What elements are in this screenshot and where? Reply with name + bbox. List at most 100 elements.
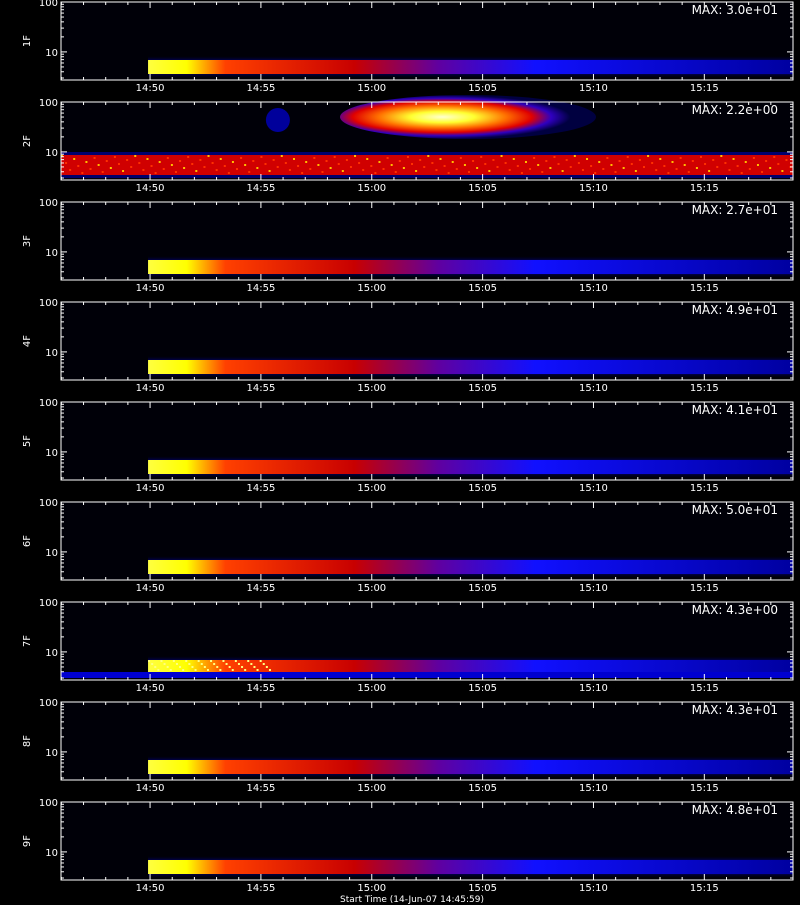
noise-speckle xyxy=(748,168,751,170)
speckle xyxy=(228,666,231,668)
speckle xyxy=(157,669,160,671)
speckle xyxy=(151,663,154,665)
x-tick-label: 15:10 xyxy=(579,383,608,394)
noise-speckle xyxy=(187,156,190,158)
panel-label: 2F xyxy=(22,135,33,147)
noise-speckle xyxy=(439,158,442,160)
noise-speckle xyxy=(122,170,125,172)
emission-band xyxy=(148,760,793,774)
noise-speckle xyxy=(227,172,230,174)
panel-9f: 10 100 14:50 14:55 15:00 15:05 15:10 15:15 9F MAX… xyxy=(22,798,794,894)
panel-label: 3F xyxy=(22,235,33,247)
emission-band xyxy=(148,560,793,574)
x-tick-label: 15:05 xyxy=(468,883,497,894)
plot-frame xyxy=(60,701,794,781)
emission-band xyxy=(148,60,793,74)
noise-speckle xyxy=(606,157,609,159)
plot-frame xyxy=(60,301,794,381)
noise-speckle xyxy=(292,158,295,160)
noise-speckle xyxy=(577,162,580,164)
faint-blob xyxy=(265,108,290,132)
speckle xyxy=(256,669,259,671)
x-tick-label: 14:55 xyxy=(246,283,275,294)
noise-speckle xyxy=(366,158,369,160)
y-tick-label: 10 xyxy=(45,748,58,759)
x-tick-label: 14:55 xyxy=(246,383,275,394)
panel-label: 5F xyxy=(22,435,33,447)
speckle xyxy=(206,669,209,671)
x-tick-label: 15:00 xyxy=(357,883,386,894)
x-tick-label: 15:15 xyxy=(690,83,719,94)
noise-speckle xyxy=(223,165,226,167)
noise-speckle xyxy=(301,172,304,174)
x-tick-label: 14:55 xyxy=(246,183,275,194)
noise-speckle xyxy=(341,170,344,172)
noise-speckle xyxy=(130,166,133,168)
y-tick-label: 100 xyxy=(39,98,58,109)
noise-speckle xyxy=(211,162,214,164)
y-tick-label: 10 xyxy=(45,348,58,359)
noise-speckle xyxy=(590,165,593,167)
noise-speckle xyxy=(476,167,479,169)
x-tick-label: 14:55 xyxy=(246,883,275,894)
speckle xyxy=(216,666,219,668)
noise-speckle xyxy=(207,155,210,157)
noise-speckle xyxy=(712,159,715,161)
noise-speckle xyxy=(667,172,670,174)
noise-speckle xyxy=(65,162,68,164)
noise-speckle xyxy=(553,156,556,158)
noise-speckle xyxy=(179,160,182,162)
noise-speckle xyxy=(732,158,735,160)
x-axis-title: Start Time (14-Jun-07 14:45:59) xyxy=(340,895,484,905)
y-tick-label: 100 xyxy=(39,798,58,809)
speckle xyxy=(219,669,222,671)
noise-speckle xyxy=(459,157,462,159)
max-label: MAX: 4.1e+01 xyxy=(692,403,778,417)
x-tick-label: 15:00 xyxy=(357,783,386,794)
noise-speckle xyxy=(691,160,694,162)
x-tick-label: 15:00 xyxy=(357,383,386,394)
x-tick-label: 15:10 xyxy=(579,183,608,194)
noise-speckle xyxy=(443,165,446,167)
noise-speckle xyxy=(602,168,605,170)
noise-speckle xyxy=(272,159,275,161)
noise-speckle xyxy=(781,170,784,172)
noise-speckle xyxy=(561,170,564,172)
speckle xyxy=(154,666,157,668)
noise-speckle xyxy=(785,159,788,161)
noise-speckle xyxy=(581,169,584,171)
noise-speckle xyxy=(500,155,503,157)
speckle xyxy=(231,669,234,671)
noise-speckle xyxy=(411,163,414,165)
plot-frame xyxy=(60,401,794,481)
y-tick-label: 10 xyxy=(45,48,58,59)
bottom-strip xyxy=(61,672,793,678)
noise-speckle xyxy=(280,155,283,157)
y-tick-label: 10 xyxy=(45,248,58,259)
noise-speckle xyxy=(455,168,458,170)
speckle xyxy=(262,663,265,665)
noise-speckle xyxy=(337,163,340,165)
noise-speckle xyxy=(427,155,430,157)
speckle xyxy=(194,669,197,671)
hot-blob xyxy=(340,95,596,139)
panel-2f: 10 100 14:50 14:55 15:00 15:05 15:10 15:15 2F MAX… xyxy=(22,95,794,194)
noise-speckle xyxy=(704,163,707,165)
y-tick-label: 100 xyxy=(39,698,58,709)
noise-speckle xyxy=(358,162,361,164)
x-tick-label: 15:05 xyxy=(468,383,497,394)
plot-frame xyxy=(60,501,794,581)
noise-speckle xyxy=(724,162,727,164)
noise-speckle xyxy=(638,159,641,161)
noise-speckle xyxy=(679,157,682,159)
panel-7f: 10 100 14:50 14:55 15:00 15:05 15:10 15:15 7F MAX… xyxy=(22,598,794,694)
noise-speckle xyxy=(761,171,764,173)
speckle xyxy=(244,669,247,671)
noise-speckle xyxy=(569,166,572,168)
y-tick-label: 100 xyxy=(39,298,58,309)
speckle xyxy=(179,666,182,668)
max-label: MAX: 4.8e+01 xyxy=(692,803,778,817)
noise-speckle xyxy=(671,161,674,163)
noise-speckle xyxy=(276,166,279,168)
noise-speckle xyxy=(374,172,377,174)
